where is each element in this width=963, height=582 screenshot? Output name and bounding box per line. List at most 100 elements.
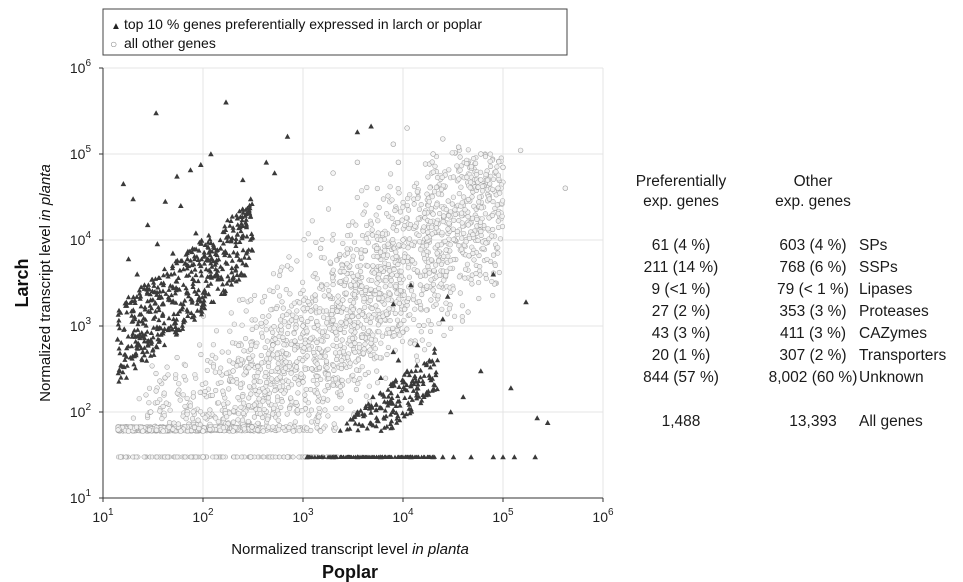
- background-gene-point: [360, 350, 366, 356]
- background-gene-point: [316, 346, 322, 352]
- preferential-gene-point: [169, 326, 175, 332]
- background-gene-point: [338, 309, 344, 315]
- background-gene-point: [395, 220, 401, 226]
- background-gene-point: [449, 150, 455, 156]
- background-gene-point: [240, 417, 246, 423]
- background-gene-point: [246, 365, 252, 371]
- background-gene-point: [275, 398, 281, 404]
- preferential-gene-point: [429, 388, 435, 393]
- preferential-gene-point: [172, 320, 178, 325]
- other-gene-point: [284, 263, 291, 269]
- preferential-gene-point: [190, 276, 196, 281]
- preferential-gene-point: [389, 425, 396, 430]
- background-gene-point: [397, 209, 403, 215]
- background-gene-point: [297, 291, 304, 297]
- other-gene-point: [517, 147, 524, 154]
- background-gene-point: [428, 257, 435, 263]
- background-gene-point: [270, 424, 276, 430]
- background-gene-point: [387, 318, 393, 324]
- background-gene-point: [256, 396, 262, 402]
- background-gene-point: [411, 201, 417, 207]
- preferential-gene-point: [234, 253, 240, 258]
- other-gene-point: [230, 368, 236, 374]
- preferential-gene-point: [129, 343, 135, 349]
- legend-label-other: all other genes: [124, 35, 216, 51]
- other-gene-point: [455, 144, 462, 150]
- other-gene-point: [370, 263, 376, 269]
- background-gene-point: [326, 287, 332, 294]
- preferential-gene-point: [173, 300, 179, 305]
- preferential-gene-point: [234, 250, 240, 256]
- preferential-gene-point: [243, 250, 249, 256]
- background-gene-point: [363, 202, 369, 208]
- preferential-gene-point: [138, 345, 144, 351]
- background-gene-point: [251, 379, 257, 385]
- background-gene-point: [292, 375, 298, 382]
- preferential-gene-point: [247, 196, 254, 202]
- other-gene-point: [390, 141, 396, 147]
- background-gene-point: [364, 222, 370, 228]
- preferential-gene-point: [431, 361, 437, 367]
- background-gene-point: [296, 381, 302, 387]
- background-gene-point: [286, 425, 292, 431]
- preferential-gene-point: [365, 401, 372, 406]
- background-gene-point: [180, 392, 186, 398]
- preferential-gene-point: [193, 230, 199, 236]
- background-gene-point: [319, 283, 325, 289]
- background-gene-point: [416, 322, 422, 329]
- other-gene-point: [317, 185, 324, 191]
- preferential-gene-point: [440, 316, 446, 322]
- preferential-gene-point: [172, 329, 178, 334]
- preferential-gene-point: [172, 290, 178, 296]
- y-tick-label: 101: [70, 488, 92, 506]
- preferential-gene-point: [138, 293, 144, 299]
- preferential-gene-point: [161, 266, 168, 272]
- background-gene-point: [274, 365, 280, 371]
- other-gene-point: [400, 237, 406, 243]
- background-gene-point: [230, 360, 236, 366]
- background-gene-point: [434, 202, 440, 208]
- background-gene-point: [499, 213, 505, 219]
- background-gene-point: [182, 362, 189, 368]
- background-gene-point: [485, 177, 491, 183]
- background-gene-point: [358, 250, 364, 256]
- other-gene-point: [440, 136, 446, 142]
- preferential-gene-point: [208, 268, 214, 274]
- preferential-gene-point: [182, 317, 188, 323]
- preferential-gene-point: [390, 409, 396, 415]
- background-gene-point: [182, 454, 188, 460]
- background-gene-point: [329, 312, 335, 318]
- background-gene-point: [373, 354, 380, 360]
- background-gene-point: [257, 402, 263, 408]
- background-gene-point: [326, 292, 332, 298]
- preferential-gene-point: [203, 257, 210, 262]
- preferential-gene-point: [532, 454, 538, 460]
- background-gene-point: [476, 199, 482, 205]
- preferential-gene-point: [404, 368, 410, 374]
- preferential-gene-point: [115, 312, 121, 317]
- preferential-gene-point: [369, 405, 375, 410]
- preferential-gene-point: [164, 271, 170, 276]
- background-gene-point: [305, 299, 311, 305]
- background-gene-point: [271, 405, 277, 411]
- background-gene-point: [411, 184, 417, 190]
- background-gene-point: [262, 293, 268, 300]
- preferential-gene-point: [230, 227, 236, 233]
- background-gene-point: [378, 318, 384, 324]
- x-tick-label: 103: [292, 507, 314, 525]
- preferential-gene-point: [394, 415, 400, 421]
- background-gene-point: [157, 408, 163, 414]
- preferential-gene-point: [116, 325, 123, 331]
- preferential-gene-point: [192, 317, 198, 322]
- background-gene-point: [187, 403, 193, 409]
- preferential-gene-point: [191, 313, 197, 318]
- preferential-gene-point: [144, 291, 150, 296]
- background-gene-point: [486, 196, 492, 202]
- background-gene-point: [246, 355, 252, 361]
- background-gene-point: [231, 408, 237, 414]
- other-gene-point: [430, 151, 436, 157]
- preferential-gene-point: [316, 454, 322, 459]
- background-gene-point: [264, 379, 270, 386]
- preferential-gene-point: [500, 454, 506, 460]
- background-gene-point: [359, 283, 365, 289]
